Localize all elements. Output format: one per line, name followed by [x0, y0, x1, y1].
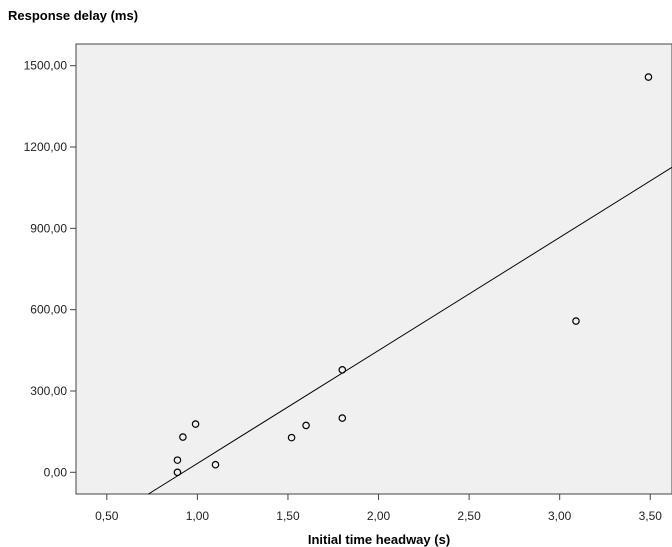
data-point: [211, 460, 220, 469]
data-point: [287, 433, 296, 442]
y-tick-label: 300,00: [30, 384, 67, 398]
data-point: [191, 420, 200, 428]
x-tick-label: 1,50: [276, 509, 300, 523]
y-tick-label: 0,00: [44, 465, 68, 479]
x-tick-label: 0,50: [95, 509, 119, 523]
x-tick-label: 2,00: [367, 509, 391, 523]
data-point: [572, 317, 580, 325]
x-tick-label: 3,50: [639, 509, 663, 523]
data-points: [173, 73, 653, 477]
y-tick-label: 1500,00: [24, 59, 68, 73]
x-tick-label: 1,00: [186, 509, 210, 523]
data-point: [179, 433, 187, 441]
x-axis-label: Initial time headway (s): [308, 532, 450, 547]
x-axis: 0,50 1,00 1,50 2,00 2,50 3,00 3,50: [95, 494, 662, 523]
data-point: [173, 456, 182, 464]
data-point: [173, 468, 182, 477]
data-point: [302, 421, 310, 430]
y-axis: 0,00 300,00 600,00 900,00 1200,00 1500,00: [24, 59, 76, 479]
plot-area: [75, 43, 672, 495]
y-tick-label: 600,00: [30, 303, 67, 317]
fit-line-layer: [148, 166, 672, 495]
data-point: [338, 366, 347, 374]
data-point: [644, 73, 653, 81]
x-tick-label: 2,50: [457, 509, 481, 523]
y-axis-label: Response delay (ms): [8, 8, 138, 23]
y-tick-label: 900,00: [30, 221, 67, 235]
fit-line: [148, 166, 672, 495]
y-tick-label: 1200,00: [24, 140, 68, 154]
data-point: [338, 414, 347, 422]
x-tick-label: 3,00: [548, 509, 572, 523]
